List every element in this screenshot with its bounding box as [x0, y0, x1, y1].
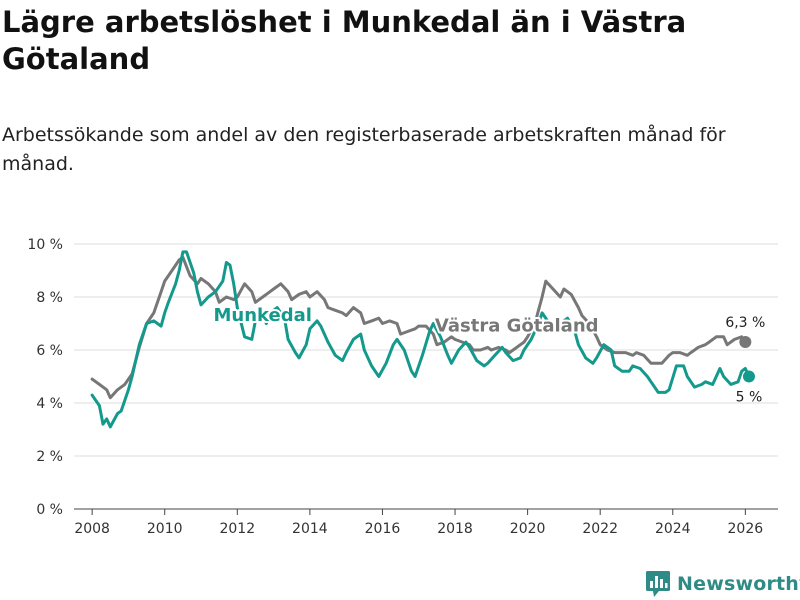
newsworthy-logo-icon	[646, 571, 670, 597]
chart-title: Lägre arbetslöshet i Munkedal än i Västr…	[2, 5, 687, 76]
x-tick-label: 2008	[74, 521, 110, 537]
series-line-munkedal	[90, 250, 751, 429]
x-tick-label: 2020	[510, 521, 546, 537]
newsworthy-logo: Newsworthy	[645, 570, 800, 598]
y-tick-label: 6 %	[36, 343, 63, 359]
y-tick-label: 4 %	[36, 396, 63, 412]
x-tick-label: 2012	[219, 521, 255, 537]
end-value-label-munkedal: 5 %	[736, 390, 763, 406]
chart-subtitle: Arbetssökande som andel av den registerb…	[2, 124, 726, 175]
x-tick-label: 2022	[582, 521, 618, 537]
y-tick-label: 10 %	[27, 237, 63, 253]
newsworthy-brand-name: Newsworthy	[677, 573, 800, 595]
y-tick-label: 2 %	[36, 449, 63, 465]
series-label-v-stra-g-taland: Västra Götaland	[435, 315, 599, 336]
series-label-munkedal: Munkedal	[213, 305, 311, 326]
x-tick-label: 2014	[292, 521, 328, 537]
end-marker-munkedal	[742, 370, 755, 383]
x-tick-label: 2018	[437, 521, 473, 537]
y-tick-label: 0 %	[36, 502, 63, 518]
end-marker-v-stra-g-taland	[739, 336, 752, 349]
x-tick-label: 2026	[728, 521, 764, 537]
series-line-v-stra-g-taland	[90, 255, 747, 400]
x-tick-label: 2010	[147, 521, 183, 537]
x-tick-label: 2024	[655, 521, 691, 537]
end-value-label-v-stra-g-taland: 6,3 %	[725, 315, 765, 331]
x-tick-label: 2016	[365, 521, 401, 537]
y-tick-label: 8 %	[36, 290, 63, 306]
